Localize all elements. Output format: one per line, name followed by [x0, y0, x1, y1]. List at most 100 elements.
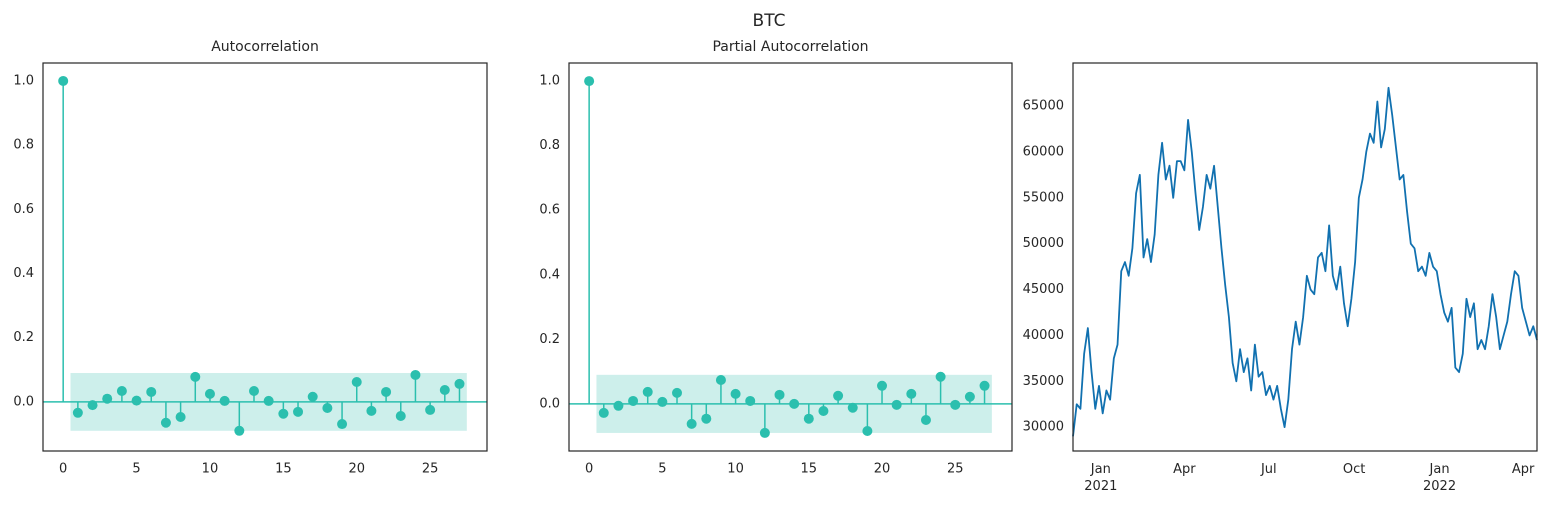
- stem-marker: [204, 388, 215, 399]
- stem-marker: [381, 386, 392, 397]
- stem-marker: [979, 380, 990, 391]
- stem-marker: [964, 391, 975, 402]
- stem-marker: [454, 378, 465, 389]
- stem-marker: [234, 425, 245, 436]
- stem-marker: [146, 386, 157, 397]
- stem-marker: [920, 415, 931, 426]
- subplot-title: Autocorrelation: [211, 39, 319, 55]
- y-tick-label: 60000: [1023, 144, 1064, 159]
- subplot-title: Partial Autocorrelation: [712, 39, 868, 55]
- x-tick-label: Jan 2022: [1423, 462, 1457, 494]
- axes-frame: [42, 62, 488, 452]
- stem-marker: [190, 371, 201, 382]
- y-tick-label: 0.0: [539, 396, 560, 411]
- y-tick-label: 0.2: [539, 332, 560, 347]
- stem-marker: [439, 385, 450, 396]
- x-tick-label: 10: [202, 462, 219, 477]
- stem-marker: [293, 406, 304, 417]
- figure-title: BTC: [753, 11, 786, 31]
- x-tick-label: 25: [947, 462, 964, 477]
- x-tick-label: Apr: [1173, 462, 1196, 477]
- stem-marker: [425, 404, 436, 415]
- y-tick-label: 65000: [1023, 99, 1064, 114]
- stem-marker: [366, 405, 377, 416]
- stem-marker: [175, 411, 186, 422]
- stem-marker: [584, 76, 595, 87]
- stem-marker: [906, 388, 917, 399]
- x-tick-label: 25: [422, 462, 439, 477]
- stem-marker: [745, 395, 756, 406]
- x-tick-label: 15: [275, 462, 292, 477]
- stem-marker: [248, 385, 259, 396]
- stem-marker: [657, 396, 668, 407]
- x-tick-label: 20: [874, 462, 891, 477]
- stem-marker: [686, 418, 697, 429]
- stem-marker: [598, 407, 609, 418]
- stem-marker: [116, 385, 127, 396]
- stem-marker: [613, 400, 624, 411]
- y-tick-label: 0.6: [539, 203, 560, 218]
- y-tick-label: 0.8: [13, 138, 34, 153]
- price-line: [1072, 86, 1538, 437]
- stem-marker: [102, 393, 113, 404]
- y-tick-label: 50000: [1023, 236, 1064, 251]
- stem-marker: [715, 374, 726, 385]
- stem-marker: [759, 427, 770, 438]
- y-tick-label: 30000: [1023, 420, 1064, 435]
- x-tick-label: Jan 2021: [1084, 462, 1118, 494]
- y-tick-label: 55000: [1023, 190, 1064, 205]
- stem-marker: [701, 413, 712, 424]
- stem-marker: [160, 417, 171, 428]
- x-tick-label: 5: [132, 462, 140, 477]
- stem-marker: [263, 395, 274, 406]
- y-tick-label: 45000: [1023, 282, 1064, 297]
- stem-marker: [395, 411, 406, 422]
- x-tick-label: 0: [59, 462, 67, 477]
- y-tick-label: 0.6: [13, 202, 34, 217]
- stem-marker: [351, 377, 362, 388]
- stem-marker: [642, 386, 653, 397]
- y-tick-label: 35000: [1023, 374, 1064, 389]
- y-tick-label: 0.8: [539, 138, 560, 153]
- axes-frame: [1072, 62, 1538, 452]
- stem-marker: [891, 399, 902, 410]
- stem-marker: [935, 371, 946, 382]
- y-tick-label: 0.4: [13, 266, 34, 281]
- stem-marker: [730, 388, 741, 399]
- stem-marker: [877, 380, 888, 391]
- stem-marker: [950, 399, 961, 410]
- stem-marker: [862, 425, 873, 436]
- stem-marker: [219, 395, 230, 406]
- stem-marker: [818, 405, 829, 416]
- stem-marker: [307, 391, 318, 402]
- stem-marker: [628, 395, 639, 406]
- x-tick-label: 15: [801, 462, 818, 477]
- x-tick-label: Oct: [1342, 462, 1366, 477]
- stem-marker: [278, 408, 289, 419]
- stem-marker: [847, 402, 858, 413]
- stem-marker: [131, 395, 142, 406]
- stem-marker: [803, 413, 814, 424]
- y-tick-label: 0.2: [13, 330, 34, 345]
- stem-marker: [833, 390, 844, 401]
- stem-marker: [58, 75, 69, 86]
- stem-marker: [337, 419, 348, 430]
- x-tick-label: 5: [658, 462, 666, 477]
- y-tick-label: 0.0: [13, 394, 34, 409]
- y-tick-label: 1.0: [539, 74, 560, 89]
- x-tick-label: 20: [348, 462, 365, 477]
- y-tick-label: 40000: [1023, 328, 1064, 343]
- y-tick-label: 1.0: [13, 73, 34, 88]
- x-tick-label: 0: [585, 462, 593, 477]
- axes-frame: [568, 62, 1013, 452]
- stem-marker: [87, 400, 98, 411]
- stem-marker: [774, 389, 785, 400]
- stem-marker: [672, 387, 683, 398]
- stem-marker: [72, 407, 83, 418]
- stem-marker: [410, 369, 421, 380]
- x-tick-label: 10: [727, 462, 744, 477]
- y-tick-label: 0.4: [539, 267, 560, 282]
- stem-marker: [789, 398, 800, 409]
